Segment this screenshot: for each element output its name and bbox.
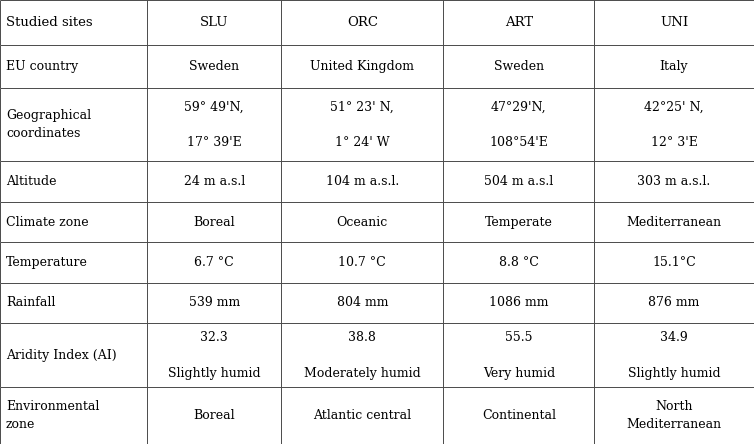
Text: Continental: Continental — [482, 409, 556, 422]
Text: 10.7 °C: 10.7 °C — [339, 256, 386, 269]
Text: 51° 23' N,

1° 24' W: 51° 23' N, 1° 24' W — [330, 100, 394, 149]
Text: Boreal: Boreal — [193, 215, 235, 229]
Text: Geographical
coordinates: Geographical coordinates — [6, 109, 91, 140]
Text: 6.7 °C: 6.7 °C — [195, 256, 234, 269]
Text: Rainfall: Rainfall — [6, 297, 55, 309]
Text: 804 mm: 804 mm — [336, 297, 388, 309]
Text: Boreal: Boreal — [193, 409, 235, 422]
Text: Aridity Index (AI): Aridity Index (AI) — [6, 349, 117, 362]
Text: United Kingdom: United Kingdom — [311, 60, 414, 73]
Text: North
Mediterranean: North Mediterranean — [627, 400, 722, 431]
Text: Italy: Italy — [660, 60, 688, 73]
Text: SLU: SLU — [200, 16, 228, 29]
Text: Sweden: Sweden — [189, 60, 239, 73]
Text: 303 m a.s.l.: 303 m a.s.l. — [637, 175, 711, 188]
Text: Environmental
zone: Environmental zone — [6, 400, 100, 431]
Text: 539 mm: 539 mm — [188, 297, 240, 309]
Text: Atlantic central: Atlantic central — [313, 409, 412, 422]
Text: 1086 mm: 1086 mm — [489, 297, 548, 309]
Text: ORC: ORC — [347, 16, 378, 29]
Text: Temperature: Temperature — [6, 256, 88, 269]
Text: Mediterranean: Mediterranean — [627, 215, 722, 229]
Text: Sweden: Sweden — [494, 60, 544, 73]
Text: 42°25' N,

12° 3'E: 42°25' N, 12° 3'E — [644, 100, 704, 149]
Text: Temperate: Temperate — [485, 215, 553, 229]
Text: Altitude: Altitude — [6, 175, 57, 188]
Text: 32.3

Slightly humid: 32.3 Slightly humid — [168, 331, 260, 380]
Text: 59° 49'N,

17° 39'E: 59° 49'N, 17° 39'E — [184, 100, 244, 149]
Text: 55.5

Very humid: 55.5 Very humid — [483, 331, 555, 380]
Text: EU country: EU country — [6, 60, 78, 73]
Text: 876 mm: 876 mm — [648, 297, 700, 309]
Text: 47°29'N,

108°54'E: 47°29'N, 108°54'E — [489, 100, 548, 149]
Text: ART: ART — [504, 16, 533, 29]
Text: 34.9

Slightly humid: 34.9 Slightly humid — [628, 331, 720, 380]
Text: 8.8 °C: 8.8 °C — [499, 256, 538, 269]
Text: Studied sites: Studied sites — [6, 16, 93, 29]
Text: 38.8

Moderately humid: 38.8 Moderately humid — [304, 331, 421, 380]
Text: 15.1°C: 15.1°C — [652, 256, 696, 269]
Text: 104 m a.s.l.: 104 m a.s.l. — [326, 175, 399, 188]
Text: Climate zone: Climate zone — [6, 215, 89, 229]
Text: 24 m a.s.l: 24 m a.s.l — [183, 175, 245, 188]
Text: UNI: UNI — [660, 16, 688, 29]
Text: Oceanic: Oceanic — [337, 215, 388, 229]
Text: 504 m a.s.l: 504 m a.s.l — [484, 175, 553, 188]
